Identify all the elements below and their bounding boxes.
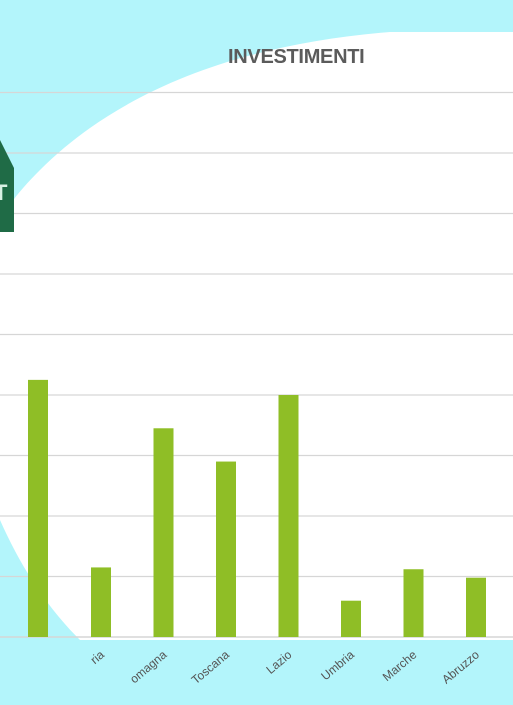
green-badge: [0, 140, 14, 232]
chart-bars: [28, 379, 486, 637]
badge-text: T: [0, 180, 8, 205]
bar-omagna: [153, 428, 174, 637]
bar-umbria: [341, 600, 361, 637]
chart-gridlines: [0, 91, 513, 638]
chart-title: INVESTIMENTI: [228, 46, 364, 68]
bar-lazio: [278, 395, 299, 637]
bar-toscana: [216, 461, 236, 637]
bar-ria: [91, 567, 111, 637]
bar-marche: [403, 569, 424, 637]
bar-abruzzo: [466, 577, 486, 637]
bar-partial-left: [28, 379, 48, 637]
